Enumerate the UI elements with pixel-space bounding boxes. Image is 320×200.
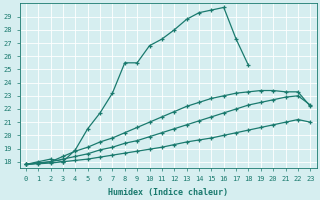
X-axis label: Humidex (Indice chaleur): Humidex (Indice chaleur) <box>108 188 228 197</box>
